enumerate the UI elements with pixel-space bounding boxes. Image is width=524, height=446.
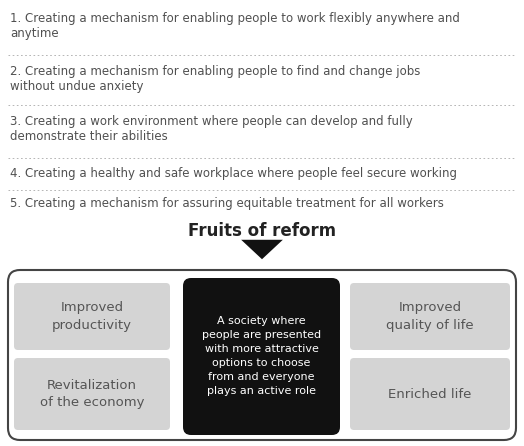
Text: Enriched life: Enriched life <box>388 388 472 401</box>
FancyBboxPatch shape <box>350 358 510 430</box>
Text: 5. Creating a mechanism for assuring equitable treatment for all workers: 5. Creating a mechanism for assuring equ… <box>10 197 444 210</box>
Text: 3. Creating a work environment where people can develop and fully
demonstrate th: 3. Creating a work environment where peo… <box>10 115 413 143</box>
Text: Fruits of reform: Fruits of reform <box>188 222 336 240</box>
Text: Improved
quality of life: Improved quality of life <box>386 301 474 331</box>
FancyBboxPatch shape <box>8 270 516 440</box>
Text: 4. Creating a healthy and safe workplace where people feel secure working: 4. Creating a healthy and safe workplace… <box>10 167 457 180</box>
FancyArrowPatch shape <box>241 240 283 259</box>
FancyBboxPatch shape <box>183 278 340 435</box>
FancyBboxPatch shape <box>14 358 170 430</box>
FancyBboxPatch shape <box>14 283 170 350</box>
Text: 1. Creating a mechanism for enabling people to work flexibly anywhere and
anytim: 1. Creating a mechanism for enabling peo… <box>10 12 460 40</box>
Text: Improved
productivity: Improved productivity <box>52 301 132 331</box>
Text: Revitalization
of the economy: Revitalization of the economy <box>40 379 144 409</box>
FancyBboxPatch shape <box>350 283 510 350</box>
Text: A society where
people are presented
with more attractive
options to choose
from: A society where people are presented wit… <box>202 317 321 396</box>
Text: 2. Creating a mechanism for enabling people to find and change jobs
without undu: 2. Creating a mechanism for enabling peo… <box>10 65 420 93</box>
